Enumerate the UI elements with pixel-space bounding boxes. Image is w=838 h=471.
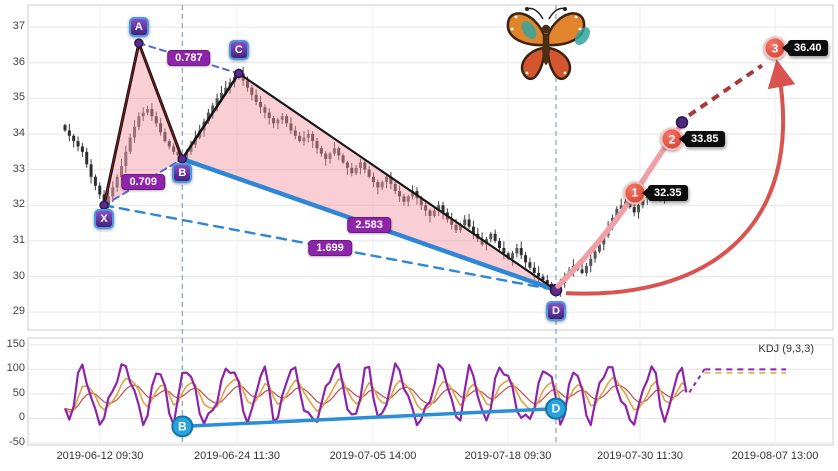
kdj-bd-line (182, 406, 557, 429)
pattern-point-dot-a (134, 38, 144, 48)
pattern-point-dot-x (99, 200, 109, 211)
butterfly-icon (506, 7, 591, 80)
kdj-marker-b[interactable]: B (171, 415, 194, 438)
pattern-leg-core (103, 43, 140, 206)
pattern-point-dot-b (177, 154, 188, 164)
pattern-point-label-a[interactable]: A (128, 17, 149, 38)
pattern-leg-bc (181, 72, 241, 161)
kdj-marker-label: B (178, 419, 187, 433)
pattern-point-label-d[interactable]: D (545, 301, 566, 322)
main-panel (27, 4, 834, 331)
projection-dot (675, 116, 689, 129)
kdj-j-line (63, 362, 688, 427)
pattern-point-dot-c (234, 68, 244, 79)
pattern-point-label-b[interactable]: B (172, 162, 193, 183)
pattern-leg-core (138, 42, 183, 160)
pattern-point-label-x[interactable]: X (94, 209, 115, 230)
ratio-line-ac (137, 42, 240, 75)
kdj-marker-d[interactable]: D (544, 397, 567, 420)
pattern-point-label-c[interactable]: C (228, 40, 249, 61)
indicator-label: KDJ (9,3,3) (758, 343, 814, 355)
pattern-leg-cd (237, 72, 558, 292)
kdj-panel (27, 337, 834, 446)
pattern-fill (104, 43, 183, 206)
gridlines (28, 5, 833, 445)
projection-dashed-segment (687, 63, 764, 117)
pattern-fill (182, 73, 556, 291)
kdj-marker-label: D (552, 402, 561, 416)
projection-arc-red (565, 59, 796, 296)
